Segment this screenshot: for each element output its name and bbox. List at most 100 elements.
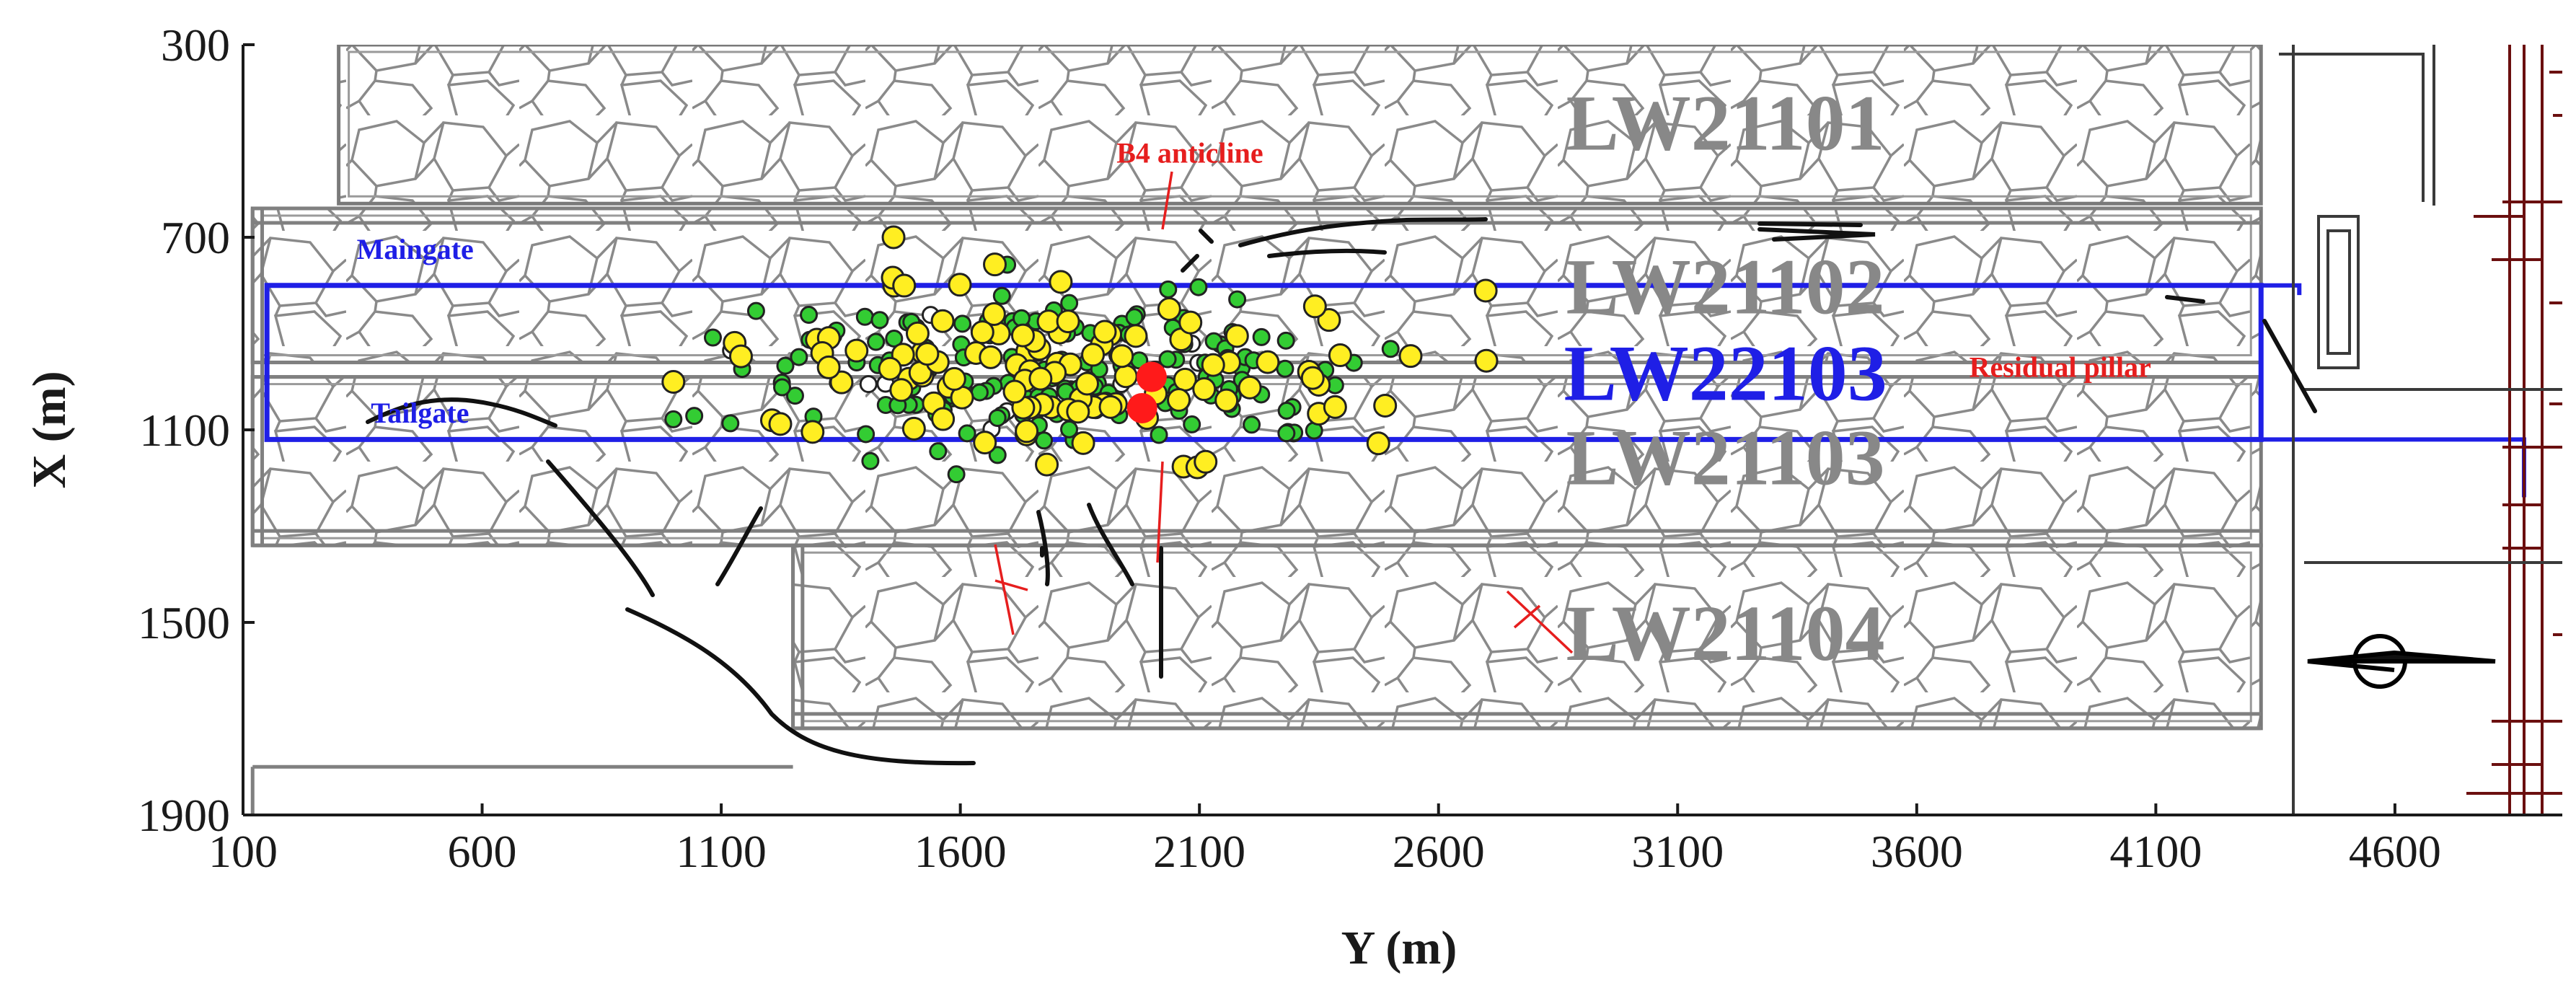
event-point-yellow (1110, 344, 1134, 369)
event-point-yellow (931, 407, 956, 431)
event-point-yellow (1323, 395, 1347, 419)
event-point-green (685, 407, 704, 426)
y-tick-label: 1900 (138, 790, 230, 841)
event-point-green (870, 311, 889, 330)
event-point-hollow (859, 375, 878, 394)
event-point-green (785, 387, 804, 405)
event-point-yellow (1300, 366, 1325, 390)
infrastructure-lines (2466, 45, 2562, 815)
event-point-yellow (1010, 323, 1035, 348)
x-axis-title: Y (m) (1341, 922, 1457, 974)
event-point-yellow (1366, 431, 1390, 456)
event-point-yellow (1474, 348, 1499, 373)
event-point-green (867, 332, 886, 351)
event-point-green (1228, 290, 1247, 309)
event-point-green (773, 378, 792, 397)
event-point-yellow (1124, 324, 1148, 348)
event-point-yellow (1071, 431, 1095, 455)
event-point-green (929, 442, 948, 461)
annotations: Maingate Tailgate B4 anticline Residual pil… (357, 137, 2151, 429)
annotation-residual-pillar: Residual pillar (1970, 351, 2151, 384)
panel-lw22103-outline (264, 283, 2264, 442)
event-point-yellow (1373, 393, 1398, 418)
north-arrow-icon (2307, 634, 2496, 689)
x-tick-label: 2100 (1153, 826, 1245, 877)
event-point-yellow (1167, 388, 1191, 413)
event-point-yellow (1036, 309, 1061, 334)
panel-label-lw21103: LW21103 (1566, 413, 1884, 501)
event-point-yellow (878, 356, 902, 381)
event-point-green (1183, 415, 1201, 433)
event-point-green (1060, 294, 1079, 312)
event-point-yellow (915, 342, 940, 366)
event-point-green (1189, 278, 1208, 296)
event-point-green (1277, 424, 1296, 443)
event-point-green (790, 348, 808, 366)
y-axis-title: X (m) (23, 371, 76, 488)
x-tick-label: 1100 (676, 826, 767, 877)
event-point-green (703, 328, 722, 347)
maingate-extension (2261, 283, 2302, 296)
event-point-yellow (1192, 377, 1217, 402)
event-point-green (1125, 308, 1144, 327)
event-point-yellow (948, 273, 972, 297)
panel-labels: LW21101 LW21102 LW21103 LW21104 LW22103 (1563, 79, 1887, 677)
event-point-yellow (1201, 353, 1225, 377)
event-point-yellow (1317, 308, 1341, 332)
event-point-yellow (1035, 452, 1059, 477)
y-tick-label: 700 (161, 212, 230, 263)
annotation-b4-anticline: B4 anticline (1116, 137, 1263, 169)
event-point-yellow (1214, 388, 1239, 413)
event-point-yellow (1194, 449, 1218, 474)
event-point-green (721, 414, 740, 433)
event-point-yellow (768, 412, 793, 436)
event-point-green (988, 409, 1007, 428)
event-point-yellow (1473, 278, 1498, 303)
structure-lines (2279, 45, 2562, 815)
event-point-yellow (661, 369, 686, 394)
event-point-yellow (1049, 270, 1073, 294)
annotation-maingate: Maingate (357, 233, 474, 265)
event-point-mainshock (1126, 392, 1157, 423)
event-point-green (885, 329, 904, 348)
fault-lines (366, 217, 2317, 766)
event-point-yellow (1081, 343, 1106, 367)
axis-ticks: 100 600 1100 1600 2100 2600 3100 3600 4100 4600 30… (138, 19, 2441, 877)
x-tick-label: 3600 (1871, 826, 1963, 877)
event-point-yellow (1028, 366, 1053, 391)
event-point-yellow (816, 355, 841, 379)
event-point-yellow (728, 344, 753, 369)
x-tick-label: 4600 (2349, 826, 2441, 877)
event-point-green (970, 383, 989, 402)
event-point-green (776, 356, 795, 375)
event-point-green (958, 424, 976, 443)
panel-label-lw21101: LW21101 (1566, 79, 1884, 167)
event-point-green (861, 451, 880, 470)
event-point-yellow (1056, 309, 1080, 334)
event-point-yellow (1398, 344, 1423, 369)
event-point-yellow (1178, 310, 1203, 335)
event-point-yellow (1098, 395, 1123, 419)
panel-lw21101 (337, 45, 2263, 206)
event-point-green (1276, 331, 1295, 350)
event-point-green (857, 425, 875, 444)
anticline-markers (994, 171, 1574, 654)
event-point-yellow (1113, 364, 1138, 389)
event-point-yellow (1225, 324, 1249, 348)
event-point-green (1243, 415, 1261, 434)
event-point-yellow (982, 252, 1007, 277)
event-point-green (800, 306, 819, 325)
event-point-yellow (973, 431, 997, 455)
y-tick-label: 300 (161, 19, 230, 71)
y-tick-label: 1100 (139, 405, 230, 456)
y-tick-label: 1500 (138, 597, 230, 648)
panel-label-lw21102: LW21102 (1566, 242, 1884, 330)
event-point-green (1381, 340, 1400, 358)
event-point-yellow (930, 309, 955, 333)
event-point-green (947, 465, 966, 484)
event-point-yellow (942, 366, 966, 391)
x-tick-label: 100 (208, 826, 278, 877)
event-point-green (1150, 426, 1168, 444)
event-point-green (988, 446, 1007, 464)
